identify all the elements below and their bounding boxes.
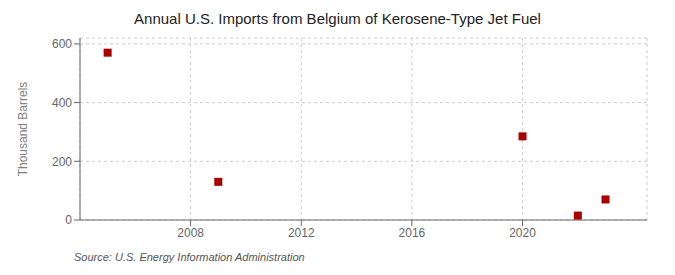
svg-text:200: 200 (52, 155, 72, 169)
html-text:Annual U.S. Imports from Belgi: Annual U.S. Imports from Belgium of Kero… (134, 10, 541, 27)
svg-text:2008: 2008 (177, 226, 204, 240)
svg-text:2016: 2016 (399, 226, 426, 240)
svg-text:0: 0 (65, 213, 72, 227)
svg-text:600: 600 (52, 37, 72, 51)
html-text:Source: U.S. Energy Informatio: Source: U.S. Energy Information Administ… (74, 251, 305, 263)
svg-text:Thousand Barrels: Thousand Barrels (16, 82, 30, 177)
svg-text:2012: 2012 (288, 226, 315, 240)
svg-text:2020: 2020 (509, 226, 536, 240)
svg-text:400: 400 (52, 96, 72, 110)
